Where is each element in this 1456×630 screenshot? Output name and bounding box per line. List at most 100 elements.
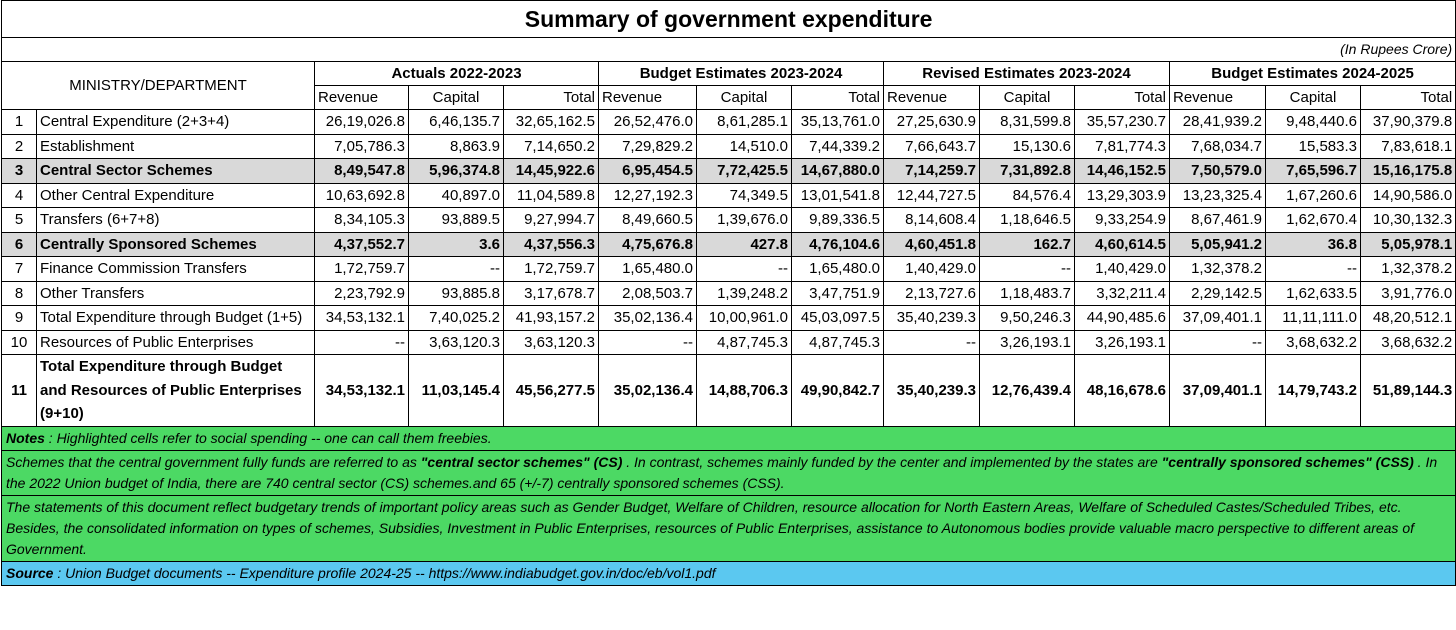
cell: 48,20,512.1: [1359, 305, 1456, 331]
cell: 162.7: [979, 231, 1075, 257]
cell: 12,76,439.4: [979, 354, 1075, 427]
cell: 35,02,136.4: [598, 354, 697, 427]
cell: --: [1169, 329, 1266, 355]
note-row: Source : Union Budget documents -- Expen…: [0, 560, 1456, 586]
cell: 49,90,842.7: [791, 354, 884, 427]
cell: 3,17,678.7: [503, 280, 599, 306]
subheader-row: Revenue Capital Total Revenue Capital Total Re…: [2, 85, 1456, 110]
note-text: . In contrast, schemes mainly funded by …: [622, 453, 1162, 470]
row-label: Resources of Public Enterprises: [36, 329, 315, 355]
cell: 12,27,192.3: [598, 182, 697, 208]
cell: 37,90,379.8: [1359, 109, 1456, 135]
data-row: 10 Resources of Public Enterprises -- 3,63,…: [1, 329, 1456, 355]
cell: 1,39,248.2: [696, 280, 792, 306]
sub-header: Capital: [979, 85, 1075, 110]
cell: 48,16,678.6: [1074, 354, 1170, 427]
cell: 8,863.9: [408, 133, 504, 159]
cell: 3,47,751.9: [791, 280, 884, 306]
cell: 41,93,157.2: [503, 305, 599, 331]
cell: 1,62,670.4: [1265, 207, 1361, 233]
cell: 1,65,480.0: [598, 256, 697, 282]
sub-header: Revenue: [1169, 85, 1266, 110]
cell: 93,885.8: [408, 280, 504, 306]
cell: 4,87,745.3: [791, 329, 884, 355]
note-text: Source: [6, 564, 54, 581]
cell: --: [696, 256, 792, 282]
cell: --: [979, 256, 1075, 282]
cell: 26,19,026.8: [314, 109, 409, 135]
sub-header: Capital: [1265, 85, 1361, 110]
cell: 7,68,034.7: [1169, 133, 1266, 159]
data-row: 3 Central Sector Schemes 8,49,547.8 5,96,37…: [1, 158, 1456, 184]
cell: 8,49,660.5: [598, 207, 697, 233]
group-header: Actuals 2022-2023: [314, 61, 599, 86]
note-row: The statements of this document reflect …: [0, 494, 1456, 562]
note-text: Notes: [6, 429, 45, 446]
note-text: : Highlighted cells refer to social spen…: [44, 429, 492, 446]
cell: 14,510.0: [696, 133, 792, 159]
cell: 7,31,892.8: [979, 158, 1075, 184]
data-row: 4 Other Central Expenditure 10,63,692.8 40,…: [1, 182, 1456, 208]
cell: 12,44,727.5: [883, 182, 980, 208]
data-row: 9 Total Expenditure through Budget (1+5) 3…: [1, 305, 1456, 331]
cell: 9,50,246.3: [979, 305, 1075, 331]
cell: 26,52,476.0: [598, 109, 697, 135]
cell: 4,75,676.8: [598, 231, 697, 257]
cell: 1,39,676.0: [696, 207, 792, 233]
row-number: 3: [1, 158, 37, 184]
row-number: 11: [1, 354, 37, 427]
cell: --: [1265, 256, 1361, 282]
cell: 37,09,401.1: [1169, 354, 1266, 427]
cell: 1,40,429.0: [883, 256, 980, 282]
cell: 14,67,880.0: [791, 158, 884, 184]
cell: 1,72,759.7: [314, 256, 409, 282]
cell: 3,32,211.4: [1074, 280, 1170, 306]
row-label: Total Expenditure through Budget (1+5): [36, 305, 315, 331]
cell: 1,32,378.2: [1169, 256, 1266, 282]
group-header: Budget Estimates 2024-2025: [1168, 61, 1456, 86]
row-label: Other Central Expenditure: [36, 182, 315, 208]
cell: 8,14,608.4: [883, 207, 980, 233]
row-label: Total Expenditure through Budget and Res…: [36, 354, 315, 427]
cell: 35,40,239.3: [883, 354, 980, 427]
cell: 4,37,556.3: [503, 231, 599, 257]
cell: 8,49,547.8: [314, 158, 409, 184]
cell: 8,61,285.1: [696, 109, 792, 135]
cell: 3,63,120.3: [408, 329, 504, 355]
cell: 8,31,599.8: [979, 109, 1075, 135]
title: Summary of government expenditure: [0, 0, 1456, 38]
note-text: . In the 2022 Union budget of India, the…: [6, 453, 1438, 491]
cell: 2,29,142.5: [1169, 280, 1266, 306]
note: Source : Union Budget documents -- Expen…: [0, 560, 1456, 586]
row-label: Other Transfers: [36, 280, 315, 306]
cell: 5,05,941.2: [1169, 231, 1266, 257]
cell: 44,90,485.6: [1074, 305, 1170, 331]
cell: 28,41,939.2: [1169, 109, 1266, 135]
note: Schemes that the central government full…: [0, 449, 1456, 496]
cell: 7,65,596.7: [1265, 158, 1361, 184]
header-first: MINISTRY/DEPARTMENT: [1, 61, 315, 110]
cell: 7,44,339.2: [791, 133, 884, 159]
cell: 3,91,776.0: [1359, 280, 1456, 306]
unit-row: (In Rupees Crore): [0, 37, 1456, 62]
cell: 34,53,132.1: [314, 354, 409, 427]
header-row: MINISTRY/DEPARTMENT Actuals 2022-2023 Budg…: [1, 61, 1456, 110]
row-number: 8: [1, 280, 37, 306]
cell: 10,63,692.8: [314, 182, 409, 208]
row-number: 6: [1, 231, 37, 257]
cell: 3.6: [408, 231, 504, 257]
cell: 36.8: [1265, 231, 1361, 257]
row-number: 1: [1, 109, 37, 135]
cell: 2,23,792.9: [314, 280, 409, 306]
note-text: : Union Budget documents -- Expenditure …: [53, 564, 716, 581]
cell: 1,72,759.7: [503, 256, 599, 282]
cell: 9,48,440.6: [1265, 109, 1361, 135]
cell: 13,23,325.4: [1169, 182, 1266, 208]
data-row: 5 Transfers (6+7+8) 8,34,105.3 93,889.5 9,27…: [1, 207, 1456, 233]
row-label: Centrally Sponsored Schemes: [36, 231, 315, 257]
sub-header: Total: [791, 85, 884, 110]
cell: 74,349.5: [696, 182, 792, 208]
note-row: Schemes that the central government full…: [0, 449, 1456, 496]
sub-header: Total: [1359, 85, 1456, 110]
cell: 4,37,552.7: [314, 231, 409, 257]
